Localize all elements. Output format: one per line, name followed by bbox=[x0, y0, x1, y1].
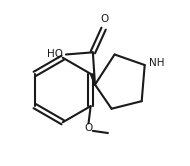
Text: HO: HO bbox=[47, 49, 63, 59]
Text: NH: NH bbox=[149, 58, 165, 68]
Text: O: O bbox=[84, 123, 93, 133]
Text: O: O bbox=[101, 14, 109, 24]
